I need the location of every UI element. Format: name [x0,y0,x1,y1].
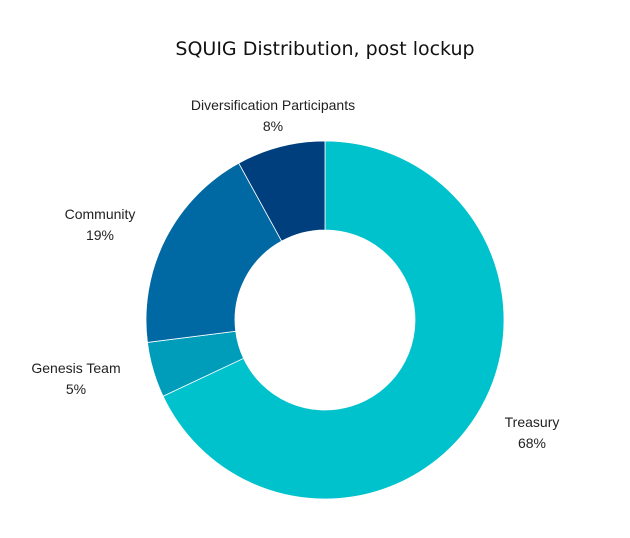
slice-label: Treasury [505,414,560,430]
slice-diversification-participants [238,140,326,242]
slice-value-label: 5% [66,381,86,397]
slice-value-label: 68% [518,435,546,451]
slice-label: Community [65,206,136,222]
slice-label: Genesis Team [31,360,120,376]
slice-value-label: 8% [263,118,283,134]
chart-title: SQUIG Distribution, post lockup [175,38,474,60]
slice-label: Diversification Participants [191,97,355,113]
slice-value-label: 19% [86,227,114,243]
slice-community [145,162,283,343]
slice-treasury [162,140,505,500]
